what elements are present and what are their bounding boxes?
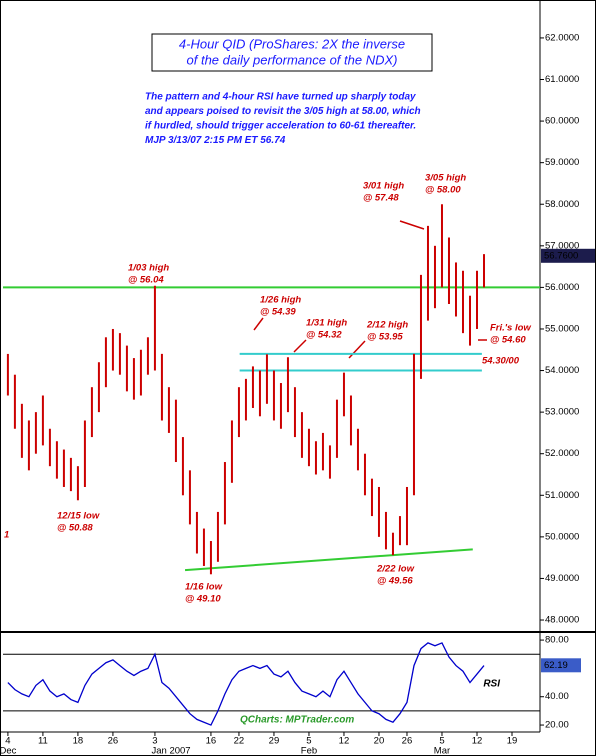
last-value-box bbox=[541, 248, 595, 263]
title-box bbox=[151, 33, 433, 72]
annotation: Fri.'s low bbox=[490, 323, 531, 334]
arrow bbox=[293, 339, 307, 353]
x-tick-label: 11 bbox=[38, 736, 48, 747]
x-tick-label: 22 bbox=[234, 736, 245, 747]
annotation: 54.30/00 bbox=[482, 356, 520, 367]
y-tick-label: 59.0000 bbox=[545, 157, 579, 168]
x-tick-label: 26 bbox=[108, 736, 119, 747]
x-tick-label: 19 bbox=[507, 736, 518, 747]
last-value-label: 62.19 bbox=[544, 660, 568, 671]
annotation: 1 bbox=[4, 530, 9, 541]
comment: The pattern and 4-hour RSI have turned u… bbox=[145, 92, 416, 103]
x-tick-label: 29 bbox=[269, 736, 280, 747]
y-tick-label: 80.00 bbox=[545, 635, 569, 646]
arrow bbox=[399, 220, 425, 230]
x-period-label: Mar bbox=[434, 746, 450, 756]
x-tick-label: 5 bbox=[306, 736, 311, 747]
x-tick-label: 18 bbox=[73, 736, 84, 747]
y-tick-label: 61.0000 bbox=[545, 74, 579, 85]
chart-title: of the daily performance of the NDX) bbox=[187, 52, 398, 67]
arrow bbox=[348, 340, 366, 359]
comment: if hurdled, should trigger acceleration … bbox=[145, 121, 416, 132]
last-value-box bbox=[541, 658, 581, 673]
annotation: @ 50.88 bbox=[57, 523, 93, 534]
y-tick-label: 51.0000 bbox=[545, 490, 579, 501]
annotation: @ 56.04 bbox=[128, 275, 164, 286]
annotation: @ 54.39 bbox=[260, 307, 296, 318]
y-tick-label: 20.00 bbox=[545, 720, 569, 731]
y-tick-label: 48.0000 bbox=[545, 615, 579, 626]
annotation: @ 54.32 bbox=[306, 330, 342, 341]
annotation: 1/31 high bbox=[306, 318, 347, 329]
x-period-label: Jan 2007 bbox=[151, 746, 190, 756]
annotation: @ 58.00 bbox=[425, 185, 461, 196]
x-tick-label: 5 bbox=[439, 736, 444, 747]
y-tick-label: 57.0000 bbox=[545, 240, 579, 251]
annotation: @ 49.10 bbox=[185, 594, 221, 605]
arrows bbox=[253, 220, 487, 359]
y-tick-label: 58.0000 bbox=[545, 199, 579, 210]
annotation: @ 54.60 bbox=[490, 335, 526, 346]
annotation: 1/26 high bbox=[260, 295, 301, 306]
y-tick-label: 56.0000 bbox=[545, 282, 579, 293]
comment: MJP 3/13/07 2:15 PM ET 56.74 bbox=[145, 135, 286, 146]
x-tick-label: 12 bbox=[339, 736, 350, 747]
annotation: 2/22 low bbox=[376, 564, 415, 575]
annotation: 3/01 high bbox=[363, 181, 404, 192]
annotation: 12/15 low bbox=[57, 511, 100, 522]
y-tick-label: 53.0000 bbox=[545, 407, 579, 418]
y-tick-label: 62.0000 bbox=[545, 32, 579, 43]
x-tick-label: 16 bbox=[206, 736, 217, 747]
annotation: @ 49.56 bbox=[377, 576, 413, 587]
x-period-label: Dec bbox=[0, 746, 17, 756]
trend-line bbox=[184, 548, 473, 572]
x-tick-label: 3 bbox=[152, 736, 157, 747]
x-tick-label: 20 bbox=[374, 736, 385, 747]
chart-title: 4-Hour QID (ProShares: 2X the inverse bbox=[179, 36, 405, 51]
credit: QCharts: MPTrader.com bbox=[240, 715, 354, 726]
annotation: @ 57.48 bbox=[363, 193, 399, 204]
annotation: 1/03 high bbox=[128, 263, 169, 274]
annotation: @ 53.95 bbox=[367, 332, 403, 343]
arrow bbox=[253, 317, 264, 331]
y-tick-label: 54.0000 bbox=[545, 365, 579, 376]
y-tick-label: 49.0000 bbox=[545, 573, 579, 584]
comment: and appears poised to revisit the 3/05 h… bbox=[145, 106, 421, 117]
y-tick-label: 40.00 bbox=[545, 691, 569, 702]
annotation: 1/16 low bbox=[185, 582, 223, 593]
x-tick-label: 26 bbox=[402, 736, 413, 747]
last-value-label: 56.7600 bbox=[544, 250, 578, 261]
y-tick-label: 60.0000 bbox=[545, 116, 579, 127]
x-tick-label: 4 bbox=[5, 736, 10, 747]
y-tick-label: 50.0000 bbox=[545, 531, 579, 542]
x-period-label: Feb bbox=[301, 746, 317, 756]
legend-label: RSI bbox=[483, 679, 500, 690]
y-tick-label: 55.0000 bbox=[545, 323, 579, 334]
x-tick-label: 12 bbox=[472, 736, 483, 747]
annotation: 2/12 high bbox=[366, 320, 408, 331]
annotation: 3/05 high bbox=[425, 173, 466, 184]
rsi-line bbox=[7, 642, 485, 726]
y-tick-label: 52.0000 bbox=[545, 448, 579, 459]
